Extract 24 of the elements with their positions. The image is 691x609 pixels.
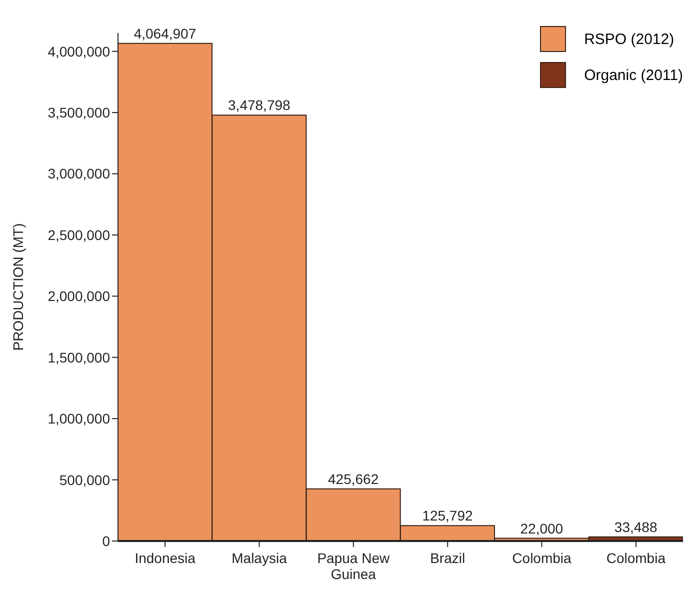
y-tick-label: 0 [102,532,110,549]
y-tick-label: 2,500,000 [48,226,110,243]
data-label: 33,488 [614,518,658,535]
legend-label: RSPO (2012) [584,30,674,48]
y-tick-label: 3,500,000 [48,104,110,121]
x-tick-label: Colombia [606,550,666,566]
data-label: 4,064,907 [134,25,196,42]
y-tick-label: 500,000 [59,472,110,488]
x-tick-label: Brazil [430,550,466,566]
x-tick-label: Papua New Guinea [317,550,390,582]
data-label: 22,000 [520,520,564,536]
y-tick-label: 3,000,000 [48,166,110,182]
data-label: 125,792 [422,508,474,524]
x-tick-label: Indonesia [134,550,196,566]
y-tick-label: 2,000,000 [48,288,110,304]
y-tick-label: 1,500,000 [48,349,110,366]
y-tick-label: 1,000,000 [48,410,110,427]
data-label: 3,478,798 [228,97,291,114]
data-label: 425,662 [328,470,379,487]
y-tick-label: 4,000,000 [48,43,110,60]
x-tick-label: Colombia [512,550,572,566]
legend-label: Organic (2011) [584,66,683,84]
x-tick-label: Malaysia [232,550,288,566]
y-axis-title: PRODUCTION (MT) [10,223,26,351]
